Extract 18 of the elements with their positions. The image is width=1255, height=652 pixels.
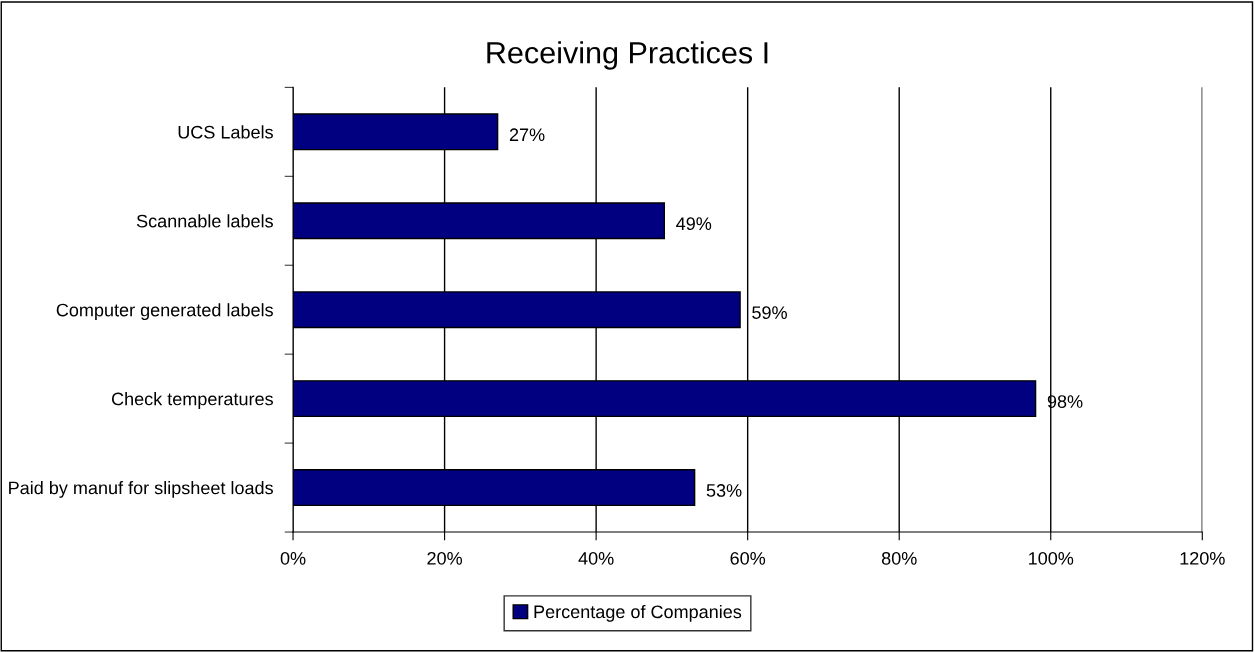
data-label: 27% <box>509 128 545 142</box>
x-tick-label: 20% <box>427 551 463 565</box>
y-tick-label: Check temperatures <box>111 392 273 409</box>
x-tick-label: 80% <box>881 551 917 565</box>
legend-label: Percentage of Companies <box>534 604 742 622</box>
chart-title: Receiving Practices I <box>487 41 768 70</box>
data-label: 59% <box>752 306 787 319</box>
data-label: 49% <box>676 217 712 231</box>
x-tick-label: 60% <box>730 551 766 565</box>
x-tick-label: 40% <box>578 551 614 565</box>
y-tick-label: Scannable labels <box>136 214 273 228</box>
x-tick-label: 0% <box>280 551 306 565</box>
x-tick-label: 120% <box>1180 551 1225 565</box>
data-label: 53% <box>706 484 742 497</box>
y-tick-label: UCS Labels <box>178 125 273 139</box>
y-tick-label: Computer generated labels <box>56 303 273 320</box>
y-tick-label: Paid by manuf for slipsheet loads <box>9 481 273 498</box>
x-tick-label: 100% <box>1029 551 1074 565</box>
